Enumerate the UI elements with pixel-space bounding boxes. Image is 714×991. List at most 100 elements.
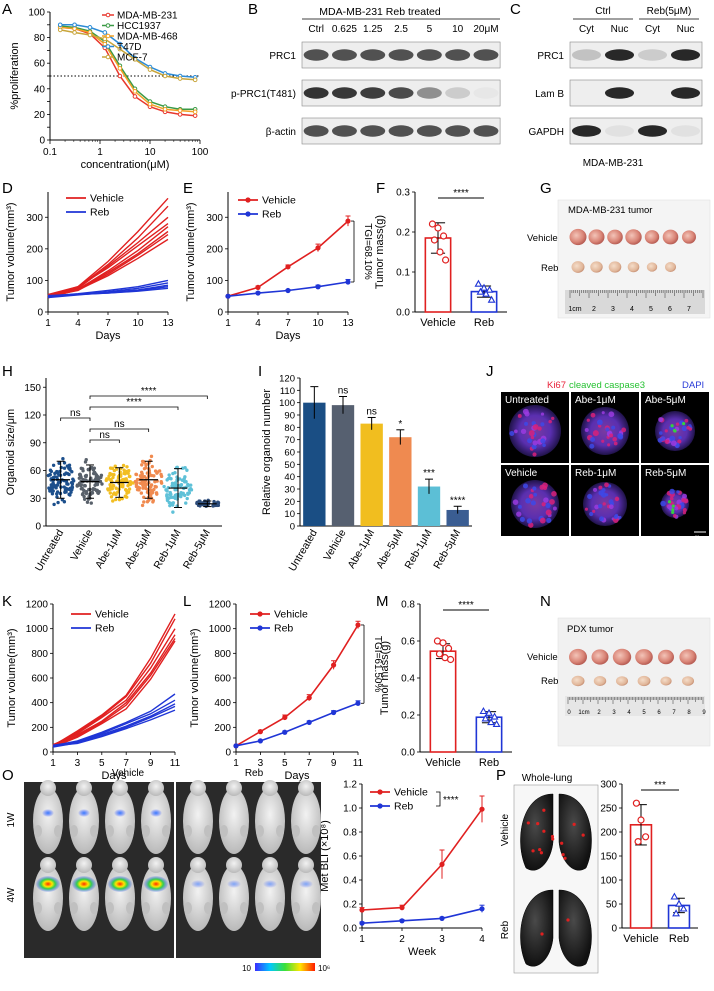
mouse-leg (90, 902, 98, 914)
data-point-reb-5-m (197, 499, 201, 503)
cell-nucleus (672, 514, 677, 518)
series-line-vehicle (361, 808, 483, 911)
y-tick-label: 100 (279, 398, 295, 409)
legend-label-vehicle: Vehicle (90, 193, 124, 205)
data-point-mcf-7 (177, 76, 183, 81)
y-tick-label: 0.6 (401, 637, 415, 648)
cell-nucleus (590, 412, 596, 418)
chart-h-organoid-size: 0 30 60 90 120 150 Organoid size/μm Untreated Ve… (5, 378, 222, 573)
data-point-abe-5-m (144, 465, 148, 470)
lane-label: 10 (452, 24, 464, 35)
data-point-abe-1-m (107, 474, 111, 478)
series-line-vehicle (52, 618, 176, 746)
blot-band (303, 87, 329, 99)
data-point-reb-5-m (211, 504, 216, 508)
ruler-label: 8 (687, 710, 691, 716)
blot-band (360, 87, 386, 99)
y-tick-label: 0 (42, 748, 48, 759)
tumor-reb (637, 675, 651, 687)
data-point-t47d (102, 30, 108, 35)
cell-nucleus (533, 492, 538, 497)
data-point-reb (487, 718, 495, 726)
data-point-reb-1-m (185, 496, 189, 501)
x-tick-label: Abe-1μM (345, 528, 377, 571)
data-point-vehicle (84, 489, 89, 494)
data-point-reb (492, 719, 501, 727)
data-point-vehicle (257, 729, 263, 735)
lane-label: 0.625 (332, 24, 357, 35)
data-point-untreated (64, 479, 69, 484)
comparison-label: ns (70, 408, 81, 419)
data-point-reb-5-m (216, 501, 221, 505)
y-tick-label: 200 (26, 244, 43, 255)
cell-nucleus (531, 444, 537, 450)
cell-nucleus (524, 411, 530, 417)
x-axis-label: Week (408, 946, 436, 958)
cell-nucleus (520, 428, 527, 435)
data-point-abe-1-m (114, 486, 118, 490)
tumor-reb (590, 261, 603, 273)
y-tick-label: 90 (30, 438, 42, 449)
data-point-abe-5-m (150, 464, 154, 469)
data-point-vehicle (435, 650, 444, 658)
bli-signal (227, 880, 241, 888)
data-point-vehicle (428, 220, 437, 228)
data-point-reb-1-m (162, 484, 166, 489)
blot-band (473, 49, 499, 61)
data-point-abe-1-m (112, 468, 117, 473)
x-tick-label: 4 (75, 318, 81, 329)
panel-letter-f: F (376, 180, 385, 197)
panel-letter-c: C (510, 1, 521, 18)
blot-band (416, 49, 442, 61)
legend-marker (105, 33, 111, 39)
cell-nucleus (681, 425, 688, 432)
cell-nucleus (545, 509, 552, 516)
y-tick-label: 20 (34, 110, 46, 121)
tumor-vehicle (588, 229, 605, 245)
tumor-vehicle (569, 228, 587, 246)
x-axis-label: Days (95, 330, 121, 342)
x-tick-label: Abe-5μM (374, 528, 406, 571)
x-tick-label: 7 (285, 318, 291, 329)
y-tick-label: 200 (206, 244, 223, 255)
data-point-reb (481, 714, 490, 722)
cell-nucleus (586, 418, 590, 422)
data-point-reb (345, 279, 351, 285)
x-tick-label: 1 (225, 318, 231, 329)
x-tick-label: 1 (359, 934, 365, 945)
data-point-vehicle (75, 483, 80, 488)
mouse-leg (70, 902, 78, 914)
legend-label-t47d: T47D (117, 42, 141, 53)
data-point-abe-1-m (123, 494, 128, 498)
blot-row-label-actin: β-actin (266, 127, 296, 138)
bli-signal (144, 876, 168, 892)
bar-vehicle (331, 405, 355, 526)
blot-band (637, 125, 668, 137)
mouse-leg (106, 902, 114, 914)
bli-color-scale (255, 963, 315, 971)
mouse-head (226, 857, 242, 873)
series-line-vehicle (52, 613, 176, 747)
y-tick-label: 100 (600, 876, 617, 887)
cell-nucleus (659, 431, 663, 435)
y-tick-label: 0 (217, 308, 223, 319)
tumor-vehicle (658, 649, 674, 665)
blot-row-label-gapdh: GAPDH (528, 127, 564, 138)
y-tick-label: 110 (280, 386, 295, 397)
x-tick-label: Reb-1μM (403, 528, 435, 572)
lane-label: Nuc (677, 24, 695, 35)
tumor-vehicle (679, 649, 697, 665)
y-tick-label: 200 (31, 723, 48, 734)
blot-band (303, 49, 329, 61)
blot-band (416, 125, 442, 137)
y-tick-label: 1.2 (343, 780, 357, 791)
data-point-vehicle (434, 224, 442, 232)
data-point-reb (399, 918, 405, 924)
comparison-bracket (89, 406, 179, 410)
x-tick-label: 5 (282, 758, 288, 769)
significance-label: *** (423, 468, 435, 479)
x-axis-label: Days (275, 330, 301, 342)
data-point-reb (670, 892, 679, 900)
y-tick-label: 300 (26, 213, 43, 224)
cell-nucleus (618, 515, 622, 519)
